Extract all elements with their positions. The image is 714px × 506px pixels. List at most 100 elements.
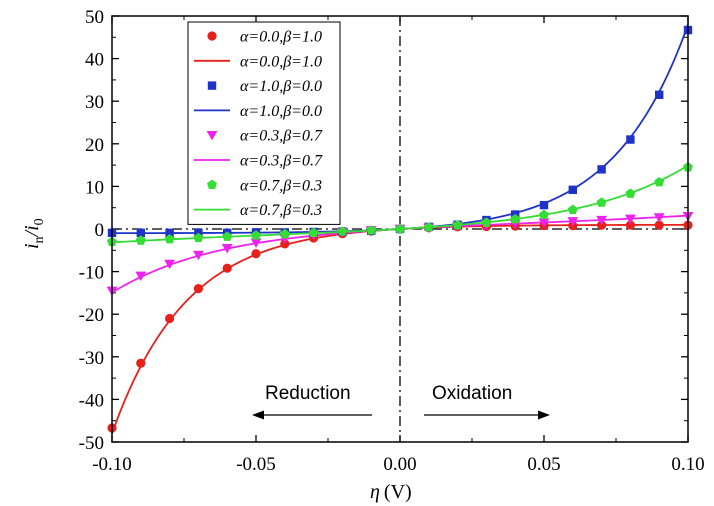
legend-label-beta: β=0.3 bbox=[282, 202, 322, 219]
legend-label: α=0.0,β=1.0 bbox=[240, 29, 322, 46]
data-point-series-3 bbox=[567, 204, 578, 215]
reduction-arrow-head bbox=[252, 410, 264, 420]
data-point-series-0 bbox=[251, 249, 261, 259]
legend-label-beta: β=0.7 bbox=[282, 128, 323, 145]
annotations: Reduction Oxidation bbox=[252, 383, 550, 420]
data-point-series-3 bbox=[539, 209, 549, 220]
legend-label-alpha: α=1.0, bbox=[240, 78, 283, 95]
y-tick-label: -20 bbox=[79, 305, 104, 326]
x-tick-label: -0.10 bbox=[92, 454, 132, 475]
legend-label-alpha: α=0.0, bbox=[240, 29, 283, 46]
legend-label-alpha: α=0.0, bbox=[240, 53, 283, 70]
oxidation-arrow-head bbox=[538, 410, 550, 420]
data-point-series-3 bbox=[654, 176, 665, 187]
x-tick-label: 0.00 bbox=[383, 454, 416, 475]
data-point-series-3 bbox=[222, 231, 233, 241]
data-point-series-0 bbox=[625, 220, 636, 230]
x-tick-label: 0.05 bbox=[527, 454, 560, 475]
legend-label-beta: β=0.7 bbox=[282, 153, 323, 170]
plot-frame bbox=[111, 15, 689, 443]
y-tick-label: -10 bbox=[79, 263, 104, 284]
legend-label: α=0.3,β=0.7 bbox=[240, 153, 323, 170]
y-tick-label: 0 bbox=[95, 220, 105, 241]
data-point-series-2 bbox=[625, 214, 636, 224]
oxidation-label: Oxidation bbox=[432, 383, 512, 404]
legend-marker bbox=[207, 179, 217, 190]
data-point-series-2 bbox=[567, 217, 579, 227]
data-point-series-0 bbox=[136, 358, 146, 368]
data-point-series-2 bbox=[250, 238, 262, 248]
y-tick-label: 10 bbox=[85, 177, 104, 198]
y-axis-divider: / bbox=[21, 228, 43, 237]
data-point-series-0 bbox=[193, 284, 203, 294]
legend: α=0.0,β=1.0α=0.0,β=1.0α=1.0,β=0.0α=1.0,β… bbox=[187, 21, 341, 225]
y-tick-label: 30 bbox=[85, 92, 104, 113]
legend-label-beta: β=0.3 bbox=[282, 177, 322, 194]
data-point-series-3 bbox=[251, 230, 261, 240]
data-point-series-3 bbox=[164, 234, 175, 244]
legend-marker bbox=[206, 131, 218, 141]
data-point-series-3 bbox=[481, 217, 492, 227]
legend-label-beta: β=0.0 bbox=[282, 103, 322, 120]
y-axis-current: i bbox=[21, 243, 43, 249]
data-point-series-2 bbox=[596, 215, 607, 226]
data-point-series-3 bbox=[625, 188, 636, 198]
y-tick-label: -50 bbox=[79, 433, 104, 454]
data-point-series-3 bbox=[135, 235, 146, 245]
legend-label: α=1.0,β=0.0 bbox=[240, 78, 322, 95]
data-point-series-3 bbox=[279, 228, 290, 239]
x-tick-label: 0.10 bbox=[671, 454, 704, 475]
y-tick-label: 50 bbox=[85, 7, 104, 28]
data-point-series-1 bbox=[626, 135, 635, 144]
data-point-series-2 bbox=[193, 250, 204, 261]
data-point-series-3 bbox=[596, 197, 607, 207]
legend-label-alpha: α=1.0, bbox=[240, 103, 283, 120]
legend-label-alpha: α=0.7, bbox=[240, 202, 283, 219]
legend-label-alpha: α=0.3, bbox=[240, 128, 283, 145]
x-axis-title: η (V) bbox=[370, 481, 412, 503]
data-point-series-3 bbox=[510, 214, 521, 224]
reduction-label: Reduction bbox=[265, 383, 351, 404]
data-point-series-1 bbox=[597, 165, 606, 174]
data-point-series-2 bbox=[653, 213, 665, 223]
data-point-series-2 bbox=[135, 271, 147, 282]
data-point-series-3 bbox=[193, 232, 204, 243]
y-axis-title: in/i0 bbox=[21, 218, 47, 249]
legend-marker bbox=[207, 31, 217, 41]
data-point-series-3 bbox=[423, 222, 434, 232]
data-point-series-1 bbox=[568, 185, 577, 195]
legend-marker bbox=[207, 81, 217, 90]
data-point-series-0 bbox=[654, 220, 664, 230]
legend-label-beta: β=0.0 bbox=[282, 78, 322, 95]
legend-label: α=1.0,β=0.0 bbox=[240, 103, 322, 120]
x-axis-symbol: η bbox=[370, 481, 380, 503]
legend-label-alpha: α=0.3, bbox=[240, 153, 283, 170]
axes: -0.10 -0.05 0.00 0.05 0.10 -50 -40 -30 -20 -10 0 10… bbox=[79, 7, 705, 475]
y-axis-subscript: n bbox=[32, 236, 47, 243]
data-point-series-3 bbox=[395, 223, 405, 234]
data-point-series-3 bbox=[366, 225, 377, 235]
y-axis-exchange-current: i bbox=[21, 225, 43, 231]
y-tick-label: 20 bbox=[85, 135, 104, 156]
legend-label: α=0.7,β=0.3 bbox=[240, 177, 322, 194]
legend-label-alpha: α=0.7, bbox=[240, 177, 283, 194]
y-tick-label: -40 bbox=[79, 390, 104, 411]
data-point-series-2 bbox=[164, 259, 175, 270]
plot-border bbox=[111, 15, 689, 443]
data-point-series-0 bbox=[165, 313, 175, 324]
legend-box bbox=[187, 21, 341, 225]
legend-label: α=0.3,β=0.7 bbox=[240, 128, 323, 145]
legend-label: α=0.0,β=1.0 bbox=[240, 53, 322, 70]
data-point-series-1 bbox=[655, 90, 664, 100]
data-point-series-2 bbox=[221, 243, 233, 254]
y-tick-label: 40 bbox=[85, 50, 104, 71]
data-point-series-1 bbox=[136, 228, 145, 238]
data-point-series-3 bbox=[452, 219, 463, 230]
legend-label: α=0.7,β=0.3 bbox=[240, 202, 322, 219]
y-tick-label: -30 bbox=[79, 348, 104, 369]
x-tick-label: -0.05 bbox=[236, 454, 276, 475]
y-axis-subscript-zero: 0 bbox=[32, 218, 47, 225]
data-point-series-1 bbox=[539, 200, 549, 210]
data-point-series-1 bbox=[165, 228, 174, 238]
